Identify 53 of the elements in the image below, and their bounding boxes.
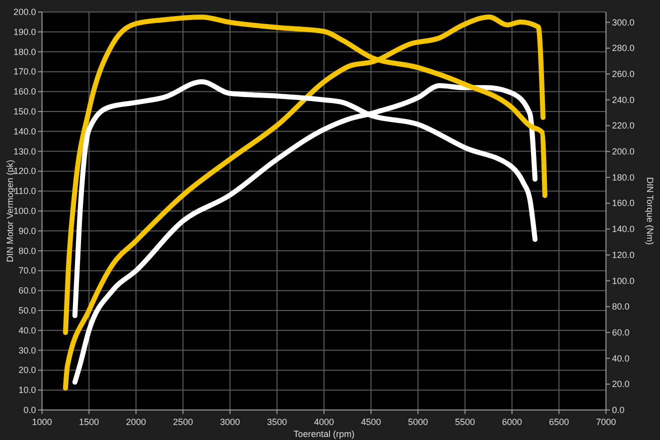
y-tick-label: 150.0 [13, 106, 36, 116]
y-tick-label: 160.0 [13, 86, 36, 97]
y2-tick-label: 240.0 [612, 94, 635, 105]
y2-tick-label: 120.0 [612, 250, 635, 260]
y-tick-label: 70.0 [18, 266, 36, 276]
y-axis-title: DIN Motor Vermogen (pk) [5, 160, 15, 262]
y-tick-label: 20.0 [18, 365, 36, 376]
y-tick-label: 120.0 [13, 166, 36, 176]
x-tick-label: 3000 [220, 417, 240, 427]
y2-tick-label: 200.0 [612, 146, 635, 157]
y2-tick-label: 180.0 [612, 172, 635, 182]
y-tick-label: 110.0 [14, 186, 36, 196]
x-tick-label: 5500 [454, 417, 476, 427]
y-tick-label: 140.0 [13, 126, 36, 136]
x-tick-label: 5000 [408, 417, 428, 427]
y2-tick-label: 220.0 [612, 120, 635, 131]
x-tick-label: 3500 [266, 417, 288, 427]
y2-tick-label: 300.0 [612, 17, 635, 28]
y-tick-label: 50.0 [18, 306, 36, 316]
x-tick-label: 1000 [32, 417, 52, 427]
x-tick-label: 1500 [78, 417, 100, 427]
y-tick-label: 180.0 [13, 46, 36, 57]
y-tick-label: 130.0 [13, 146, 36, 156]
y-tick-label: 90.0 [18, 226, 36, 236]
y2-axis-title: DIN Torque (Nm) [645, 177, 655, 245]
y2-tick-label: 160.0 [612, 198, 635, 208]
y-tick-label: 30.0 [18, 345, 36, 356]
x-tick-label: 7000 [596, 417, 616, 427]
x-axis-title: Toerental (rpm) [293, 429, 355, 439]
y-tick-label: 10.0 [18, 385, 36, 396]
x-tick-label: 6000 [502, 417, 522, 427]
x-tick-label: 2000 [126, 417, 146, 427]
y2-tick-label: 280.0 [612, 43, 635, 54]
y2-tick-label: 0.0 [612, 405, 625, 415]
x-tick-label: 4500 [360, 417, 382, 427]
y2-tick-label: 80.0 [612, 302, 630, 312]
y-tick-label: 0.0 [23, 405, 36, 415]
x-tick-label: 6500 [548, 417, 570, 427]
y-tick-label: 170.0 [13, 66, 36, 77]
y-tick-label: 100.0 [13, 206, 36, 216]
y2-tick-label: 140.0 [612, 224, 635, 234]
y2-tick-label: 40.0 [612, 353, 630, 364]
y-tick-label: 40.0 [18, 325, 36, 336]
y2-tick-label: 100.0 [612, 276, 635, 286]
y-tick-label: 200.0 [13, 7, 36, 17]
x-tick-label: 4000 [314, 417, 334, 427]
y-tick-label: 80.0 [18, 246, 36, 256]
y2-tick-label: 20.0 [612, 379, 630, 390]
y-tick-label: 190.0 [13, 26, 36, 37]
y2-tick-label: 260.0 [612, 69, 635, 80]
y-tick-label: 60.0 [18, 286, 36, 296]
y2-tick-label: 60.0 [612, 327, 630, 338]
x-tick-label: 2500 [172, 417, 194, 427]
